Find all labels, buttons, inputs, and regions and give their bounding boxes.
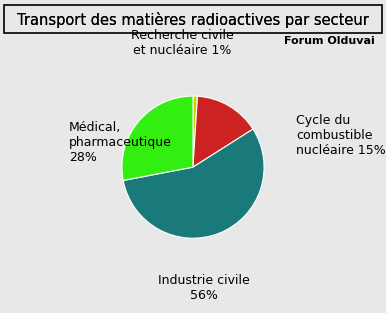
Text: Transport des matières radioactives par secteur: Transport des matières radioactives par … [17, 12, 369, 28]
Wedge shape [193, 96, 198, 167]
Wedge shape [122, 96, 193, 181]
Text: Recherche civile
et nucléaire 1%: Recherche civile et nucléaire 1% [131, 29, 234, 57]
Text: Industrie civile
56%: Industrie civile 56% [158, 274, 249, 302]
Text: Cycle du
combustible
nucléaire 15%: Cycle du combustible nucléaire 15% [296, 114, 386, 157]
Text: Transport des matières radioactives par secteur: Transport des matières radioactives par … [17, 12, 369, 28]
Wedge shape [193, 96, 253, 167]
Wedge shape [123, 129, 264, 238]
Text: Médical,
pharmaceutique
28%: Médical, pharmaceutique 28% [69, 121, 171, 164]
Text: Forum Olduvai: Forum Olduvai [284, 36, 375, 46]
Bar [4, 5, 382, 33]
